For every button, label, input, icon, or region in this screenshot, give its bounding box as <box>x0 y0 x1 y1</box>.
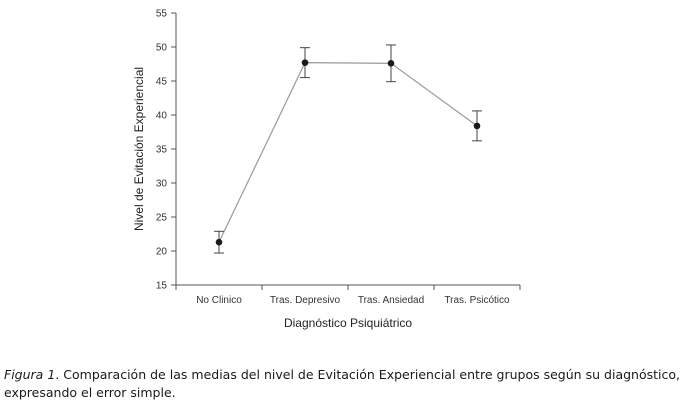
x-tick-label: Tras. Psicótico <box>444 295 510 306</box>
y-tick-label: 50 <box>156 43 168 54</box>
x-tick-label: No Clinico <box>196 295 242 306</box>
data-point <box>473 122 481 130</box>
data-point <box>387 60 395 67</box>
y-axis-title: Nivel de Evitación Experiencial <box>132 67 146 231</box>
chart-axes: 15 20 25 30 35 40 45 50 55 No Clinico Tras. Depres… <box>156 9 521 306</box>
y-tick-label: 45 <box>156 77 168 88</box>
data-point <box>215 238 223 246</box>
y-tick-label: 30 <box>156 179 168 190</box>
y-tick-label: 55 <box>156 9 168 20</box>
caption-text: . Comparación de las medias del nivel de… <box>4 367 680 400</box>
y-tick-label: 15 <box>156 281 168 292</box>
series-line <box>218 62 478 243</box>
y-tick-label: 25 <box>156 213 168 224</box>
figure-caption: Figura 1. Comparación de las medias del … <box>4 366 680 402</box>
x-axis-title: Diagnóstico Psiquiátrico <box>284 316 412 330</box>
figure-label: Figura 1 <box>4 367 56 382</box>
y-tick-label: 40 <box>156 111 168 122</box>
x-tick-label: Tras. Depresivo <box>270 295 341 306</box>
data-point <box>301 59 309 66</box>
x-tick-label: Tras. Ansiedad <box>358 295 424 306</box>
y-tick-label: 35 <box>156 145 168 156</box>
y-tick-label: 20 <box>156 247 168 258</box>
chart-marks <box>214 44 482 254</box>
